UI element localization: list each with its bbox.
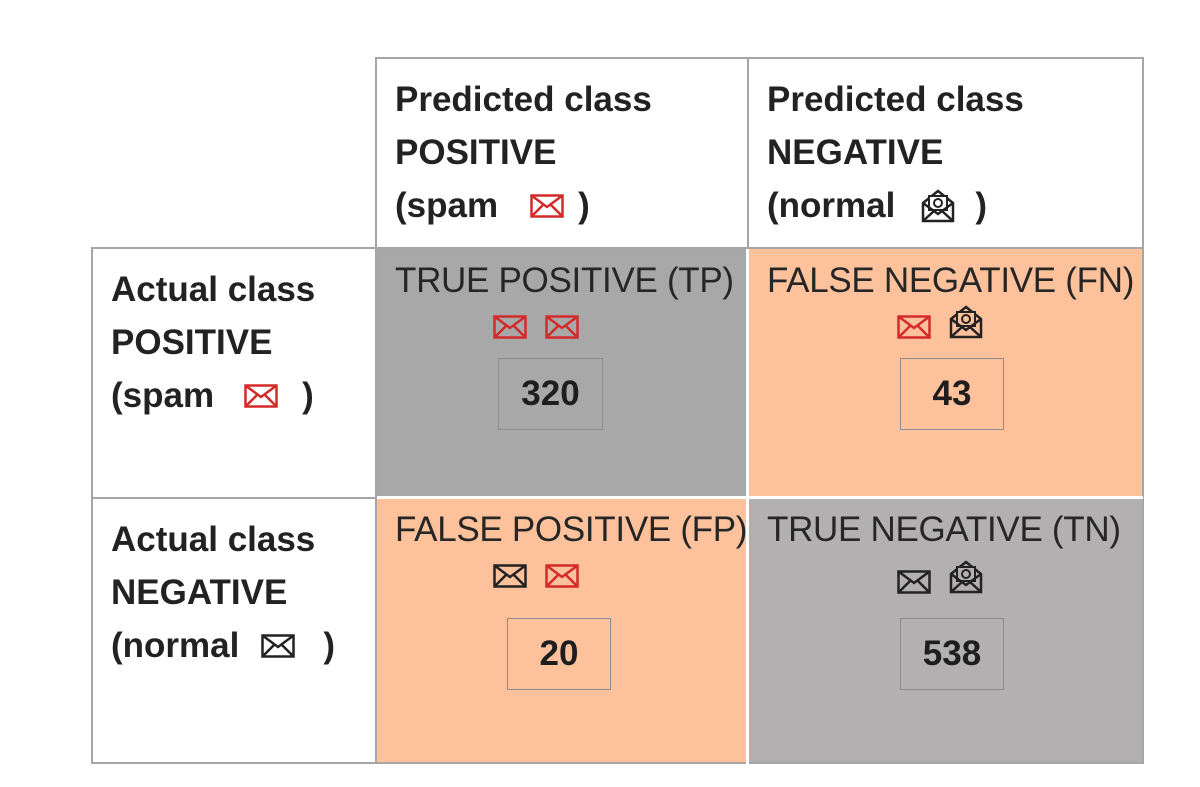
red-envelope-icon (897, 315, 931, 339)
false-negative-icons (897, 305, 983, 339)
row-header-negative: Actual class NEGATIVE (normal ) (91, 497, 377, 764)
red-envelope-icon (545, 315, 579, 339)
row-header-open: (normal (111, 626, 240, 665)
false-positive-icons (493, 564, 579, 588)
row-header-title: Actual class (111, 270, 316, 309)
true-negative-label: TRUE NEGATIVE (TN) (767, 510, 1121, 549)
open-envelope-at-icon (949, 305, 983, 339)
matrix-divider-vertical (746, 249, 749, 764)
red-envelope-icon (244, 383, 278, 408)
true-positive-label: TRUE POSITIVE (TP) (395, 261, 734, 300)
false-negative-cell: FALSE NEGATIVE (FN) 43 (749, 249, 1143, 498)
true-negative-icons (897, 560, 983, 594)
column-header-negative: Predicted class NEGATIVE (normal ) (747, 57, 1144, 249)
true-negative-value: 538 (900, 618, 1004, 690)
black-envelope-icon (261, 633, 296, 658)
true-negative-cell: TRUE NEGATIVE (TN) 538 (749, 498, 1143, 764)
row-header-positive: Actual class POSITIVE (spam ) (91, 247, 377, 499)
column-header-close: ) (578, 186, 590, 225)
row-header-class: NEGATIVE (111, 573, 288, 612)
true-positive-value: 320 (498, 358, 603, 430)
false-positive-value: 20 (507, 618, 611, 690)
false-positive-cell: FALSE POSITIVE (FP) 20 (377, 498, 747, 764)
row-header-close: ) (302, 376, 314, 415)
black-envelope-icon (493, 564, 527, 588)
row-header-class: POSITIVE (111, 323, 273, 362)
true-positive-cell: TRUE POSITIVE (TP) 320 (377, 249, 747, 498)
column-header-title: Predicted class (395, 80, 652, 119)
row-header-close: ) (323, 626, 336, 665)
matrix-divider-horizontal (377, 496, 1143, 499)
column-header-close: ) (975, 186, 988, 225)
red-envelope-icon (545, 564, 579, 588)
row-header-title: Actual class (111, 520, 316, 559)
row-header-open: (spam (111, 376, 215, 415)
column-header-positive: Predicted class POSITIVE (spam ) (375, 57, 749, 249)
true-positive-icons (493, 315, 579, 339)
matrix-right-border (1142, 249, 1144, 764)
false-negative-value: 43 (900, 358, 1004, 430)
open-envelope-at-icon (949, 560, 983, 594)
column-header-open: (normal (767, 186, 896, 225)
black-envelope-icon (897, 570, 931, 594)
red-envelope-icon (530, 193, 564, 218)
false-positive-label: FALSE POSITIVE (FP) (395, 510, 748, 549)
open-envelope-at-icon (921, 188, 955, 223)
column-header-class: NEGATIVE (767, 133, 944, 172)
red-envelope-icon (493, 315, 527, 339)
column-header-class: POSITIVE (395, 133, 557, 172)
column-header-open: (spam (395, 186, 499, 225)
false-negative-label: FALSE NEGATIVE (FN) (767, 261, 1135, 300)
matrix-bottom-border (375, 762, 1144, 764)
column-header-title: Predicted class (767, 80, 1024, 119)
